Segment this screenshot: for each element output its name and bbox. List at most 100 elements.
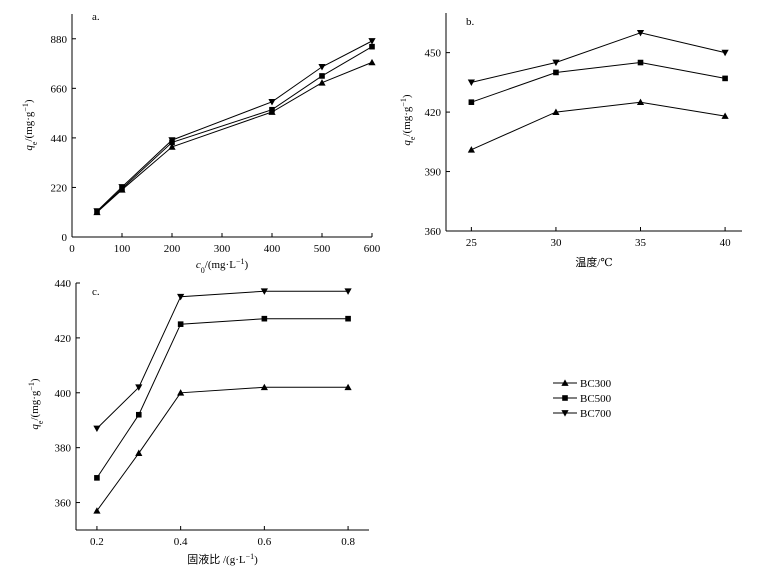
y-tick-label: 390 bbox=[425, 167, 442, 179]
x-tick-label: 0.4 bbox=[174, 536, 188, 548]
data-point-bc500 bbox=[345, 315, 351, 322]
data-point-bc500 bbox=[468, 99, 475, 105]
ylabel-end: ) bbox=[29, 378, 41, 382]
x-tick-label: 35 bbox=[635, 237, 647, 249]
x-tick-label: 30 bbox=[550, 237, 562, 249]
panel-label: c. bbox=[92, 286, 100, 298]
series-bc500 bbox=[468, 59, 728, 105]
series-line-bc300 bbox=[96, 61, 373, 213]
data-point-bc700 bbox=[260, 288, 268, 295]
data-point-bc300 bbox=[93, 507, 101, 514]
x-axis-title: 温度/℃ bbox=[575, 255, 612, 269]
series-line-bc500 bbox=[96, 318, 349, 479]
xlabel-end: ) bbox=[244, 259, 248, 271]
panel-b-adsorption-vs-temperature: 25 30 35 40 360 390 420 450 b. 温度/℃ qe/(mg·g−1) bbox=[399, 13, 742, 269]
panel-a-adsorption-vs-concentration: 0 100 200 300 400 500 6000220440660880a.c0/(mg… bbox=[21, 11, 381, 275]
x-tick-label: 0.8 bbox=[341, 536, 355, 548]
y-tick-label: 360 bbox=[55, 498, 72, 510]
x-tick-label: 400 bbox=[264, 243, 281, 255]
series-bc300 bbox=[93, 383, 352, 514]
legend-label: BC500 bbox=[580, 393, 612, 405]
data-point-bc500 bbox=[553, 69, 559, 76]
xlabel-sub: 0 bbox=[201, 266, 205, 275]
legend-marker bbox=[561, 379, 569, 386]
legend: BC300 BC500 BC700 bbox=[553, 378, 612, 420]
y-tick-label: 880 bbox=[51, 34, 68, 46]
series-line-bc700 bbox=[471, 32, 726, 83]
data-point-bc300 bbox=[318, 79, 326, 86]
y-tick-label: 360 bbox=[425, 226, 442, 238]
xlabel-sup: −1 bbox=[246, 552, 255, 561]
x-tick-label: 200 bbox=[164, 243, 181, 255]
data-point-bc500 bbox=[269, 106, 275, 113]
x-tick-label: 40 bbox=[720, 237, 732, 249]
data-point-bc500 bbox=[722, 75, 728, 82]
y-tick-label: 450 bbox=[425, 48, 442, 60]
data-point-bc700 bbox=[118, 184, 126, 191]
legend-entry-bc500: BC500 bbox=[553, 393, 612, 405]
series-line-bc300 bbox=[96, 386, 349, 512]
legend-marker bbox=[561, 410, 569, 417]
data-point-bc700 bbox=[93, 208, 101, 215]
ylabel-sup: −1 bbox=[27, 382, 36, 391]
xlabel: 温度/℃ bbox=[575, 255, 612, 269]
series-line-bc700 bbox=[96, 40, 373, 212]
data-point-bc700 bbox=[177, 293, 185, 301]
series-line-bc700 bbox=[96, 290, 349, 429]
y-tick-label: 380 bbox=[55, 443, 72, 455]
legend-label: BC300 bbox=[580, 378, 612, 390]
ylabel-end: ) bbox=[23, 99, 35, 103]
x-tick-label: 25 bbox=[466, 237, 478, 249]
y-tick-label: 0 bbox=[62, 232, 68, 244]
panel-label: a. bbox=[92, 11, 100, 23]
xlabel: 固液比 /(g·L bbox=[187, 552, 246, 566]
legend-entry-bc700: BC700 bbox=[553, 408, 612, 420]
ylabel-unit: /(mg·g bbox=[23, 111, 35, 141]
x-tick-label: 100 bbox=[114, 243, 131, 255]
x-axis-title: c0/(mg·L−1) bbox=[196, 257, 249, 275]
data-point-bc700 bbox=[368, 38, 376, 45]
xlabel-unit: /(mg·L bbox=[205, 259, 236, 271]
x-tick-label: 300 bbox=[214, 243, 231, 255]
data-point-bc500 bbox=[319, 73, 325, 79]
data-point-bc500 bbox=[177, 321, 184, 327]
data-point-bc700 bbox=[268, 98, 276, 106]
ylabel-sub: e bbox=[30, 141, 39, 145]
x-tick-label: 500 bbox=[314, 243, 331, 255]
data-point-bc500 bbox=[261, 315, 268, 322]
legend-marker bbox=[562, 395, 568, 401]
data-point-bc700 bbox=[721, 49, 729, 57]
ylabel-unit: /(mg·g bbox=[29, 390, 41, 420]
data-point-bc700 bbox=[467, 79, 475, 86]
data-point-bc700 bbox=[93, 425, 101, 433]
data-point-bc300 bbox=[636, 98, 645, 106]
x-tick-label: 0.2 bbox=[90, 536, 104, 548]
data-point-bc300 bbox=[177, 389, 185, 396]
y-tick-label: 420 bbox=[425, 107, 442, 119]
y-tick-label: 440 bbox=[51, 133, 68, 145]
series-line-bc500 bbox=[96, 46, 373, 213]
data-point-bc300 bbox=[467, 146, 475, 153]
data-point-bc300 bbox=[168, 143, 176, 150]
data-point-bc700 bbox=[168, 137, 176, 144]
data-point-bc500 bbox=[369, 43, 375, 50]
x-tick-label: 0.6 bbox=[257, 536, 271, 548]
y-tick-label: 420 bbox=[55, 333, 72, 345]
legend-entry-bc300: BC300 bbox=[553, 378, 612, 390]
y-tick-label: 660 bbox=[51, 83, 68, 95]
series-bc500 bbox=[94, 43, 375, 215]
x-tick-label: 600 bbox=[364, 243, 381, 255]
series-bc300 bbox=[467, 98, 729, 153]
xlabel-end: ) bbox=[254, 554, 258, 566]
series-bc700 bbox=[93, 38, 376, 215]
ylabel-main: q bbox=[29, 424, 41, 430]
ylabel-sup: −1 bbox=[399, 98, 408, 107]
y-axis-title: qe/(mg·g−1) bbox=[21, 99, 39, 151]
ylabel-main: q bbox=[401, 140, 413, 146]
ylabel-sub: e bbox=[36, 420, 45, 424]
data-point-bc700 bbox=[552, 59, 560, 67]
ylabel-end: ) bbox=[401, 94, 413, 98]
xlabel-sup: −1 bbox=[236, 257, 245, 266]
